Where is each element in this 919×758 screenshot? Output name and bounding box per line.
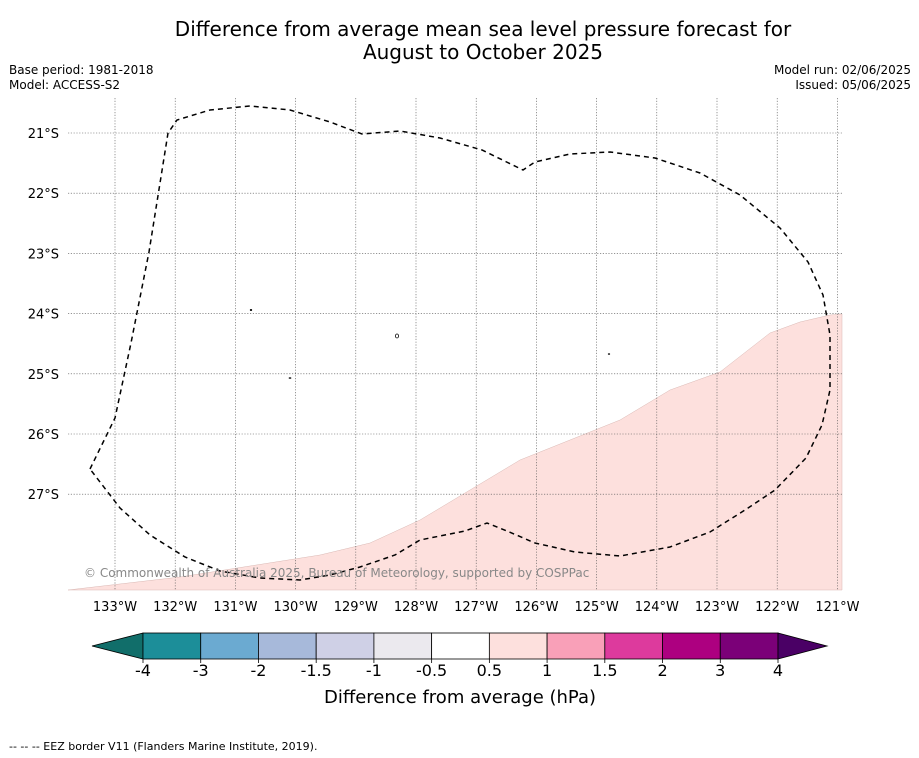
colorbar-max-extension — [777, 632, 829, 660]
colorbar-swatch — [546, 632, 606, 660]
colorbar-tick-label: 1 — [542, 661, 552, 680]
base-period: Base period: 1981-2018 — [9, 63, 154, 77]
longitude-label: 124°W — [635, 600, 679, 615]
colorbar-tick-label: 1.5 — [592, 661, 617, 680]
island-marker — [249, 309, 253, 311]
longitude-label: 126°W — [514, 600, 558, 615]
colorbar-tick-label: -1 — [366, 661, 382, 680]
meta-left: Base period: 1981-2018 Model: ACCESS-S2 — [9, 63, 154, 93]
map-title: Difference from average mean sea level p… — [100, 18, 866, 64]
positive-anomaly-region — [67, 313, 843, 591]
colorbar-tick-label: 3 — [715, 661, 725, 680]
latitude-label: 25°S — [28, 368, 59, 383]
model-name: Model: ACCESS-S2 — [9, 78, 121, 92]
latitude-label: 24°S — [28, 308, 59, 323]
issued-date: Issued: 05/06/2025 — [795, 78, 911, 92]
longitude-label: 122°W — [755, 600, 799, 615]
copyright-text: © Commonwealth of Australia 2025, Bureau… — [84, 566, 589, 580]
longitude-label: 129°W — [334, 600, 378, 615]
colorbar-swatch — [258, 632, 317, 660]
latitude-label: 22°S — [28, 187, 59, 202]
colorbar-swatch — [431, 632, 490, 660]
colorbar-swatch — [719, 632, 779, 660]
map-gridlines — [68, 98, 842, 590]
longitude-label: 125°W — [575, 600, 619, 615]
colorbar-tick-label: -3 — [193, 661, 209, 680]
model-run: Model run: 02/06/2025 — [773, 63, 911, 77]
colorbar-tick-label: -1.5 — [301, 661, 332, 680]
colorbar-tick-label: -4 — [135, 661, 151, 680]
latitude-label: 26°S — [28, 428, 59, 443]
island-marker — [607, 353, 611, 355]
colorbar-tick-label: 0.5 — [477, 661, 502, 680]
longitude-label: 133°W — [93, 600, 137, 615]
colorbar — [91, 632, 829, 660]
colorbar-swatch — [200, 632, 259, 660]
colorbar-label: Difference from average (hPa) — [324, 687, 596, 708]
longitude-label: 130°W — [274, 600, 318, 615]
colorbar-tick-label: -0.5 — [416, 661, 447, 680]
colorbar-swatch — [488, 632, 548, 660]
longitude-label: 132°W — [153, 600, 197, 615]
eez-border — [89, 105, 831, 581]
latitude-label: 27°S — [28, 488, 59, 503]
colorbar-swatch — [373, 632, 433, 660]
island-marker — [394, 333, 399, 339]
colorbar-tick-label: 4 — [773, 661, 783, 680]
island-marker — [288, 377, 292, 379]
longitude-label: 131°W — [213, 600, 257, 615]
meta-right: Model run: 02/06/2025 Issued: 05/06/2025 — [774, 63, 911, 93]
longitude-label: 121°W — [815, 600, 859, 615]
longitude-label: 127°W — [454, 600, 498, 615]
longitude-label: 123°W — [695, 600, 739, 615]
latitude-label: 21°S — [28, 127, 59, 142]
colorbar-swatch — [142, 632, 202, 660]
title-line-1: Difference from average mean sea level p… — [174, 17, 792, 41]
colorbar-tick-label: -2 — [250, 661, 266, 680]
longitude-label: 128°W — [394, 600, 438, 615]
title-line-2: August to October 2025 — [362, 40, 604, 64]
colorbar-swatch — [315, 632, 375, 660]
latitude-label: 23°S — [28, 247, 59, 262]
eez-footnote: -- -- -- EEZ border V11 (Flanders Marine… — [9, 740, 318, 753]
colorbar-swatch — [662, 632, 721, 660]
colorbar-min-extension — [91, 632, 144, 660]
colorbar-tick-label: 2 — [657, 661, 667, 680]
colorbar-swatch — [604, 632, 663, 660]
